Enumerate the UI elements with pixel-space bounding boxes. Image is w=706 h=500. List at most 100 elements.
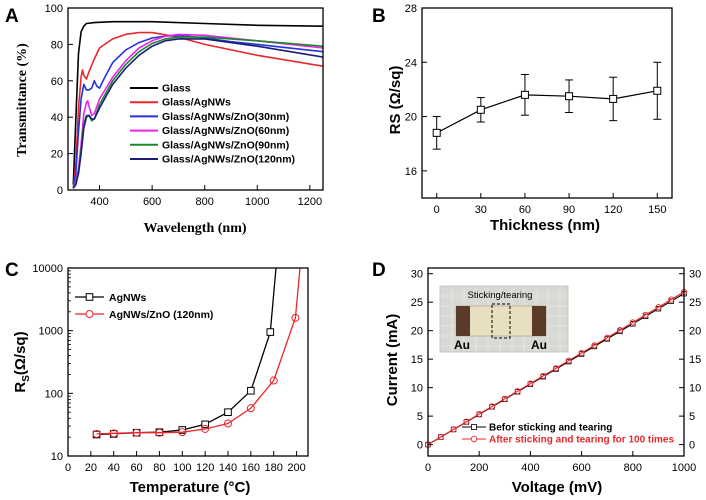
panel-d-x-tick-label: 200: [470, 462, 488, 474]
panel-d-data-point-1: [552, 365, 560, 372]
inset-tearing-region: [491, 303, 511, 339]
panel-b-data-point: [432, 128, 441, 137]
panel-d-y-tick-label: 20: [411, 326, 423, 338]
panel-d-x-tick-label: 800: [624, 462, 642, 474]
panel-a-series-line-0: [72, 20, 323, 185]
panel-c-data-point-1: [269, 376, 278, 385]
panel-d-data-point-1: [540, 372, 547, 379]
inset-left-label: Au: [454, 338, 470, 352]
panel-c-data-point-1: [132, 428, 141, 437]
panel-d-data-point-1: [476, 411, 483, 418]
panel-a-x-tick-label: 400: [90, 196, 108, 208]
panel-d-y-tick-label: 25: [411, 297, 423, 309]
panel-d-y2-tick-label: 15: [689, 354, 701, 366]
panel-c-data-point-0: [266, 328, 275, 336]
panel-d-data-point-1: [604, 334, 611, 341]
panel-a-legend-label-1: Glass/AgNWs: [162, 97, 231, 109]
panel-b-data-point: [565, 92, 574, 101]
panel-a-legend-label-0: Glass: [162, 83, 191, 95]
panel-c-data-point-1: [155, 428, 164, 437]
panel-a-y-tick-label: 20: [51, 149, 63, 161]
panel-a-legend-label-5: Glass/AgNWs/ZnO(120nm): [162, 154, 295, 166]
panel-c-data-point-1: [92, 429, 101, 438]
panel-d-data-point-1: [450, 426, 457, 433]
panel-d-x-title: Voltage (mV): [512, 479, 603, 496]
panel-b-series-line: [436, 90, 658, 134]
panel-b-x-tick-label: 60: [519, 204, 531, 216]
panel-d-data-point-1: [463, 418, 470, 425]
panel-a-x-tick-label: 800: [196, 196, 214, 208]
panel-c-x-tick-label: 100: [173, 462, 191, 474]
panel-c-legend-label-1: AgNWs/ZnO (120nm): [109, 309, 213, 321]
panel-d-legend-label-0: Befor sticking and tearing: [489, 423, 612, 434]
panel-b-letter: B: [372, 6, 386, 27]
panel-c-x-tick-label: 40: [108, 462, 120, 474]
panel-c-legend-marker-1: [85, 310, 94, 318]
panel-c-y-tick-label: 10000: [32, 263, 63, 275]
panel-c-series-line-1: [96, 268, 301, 435]
panel-b-y-tick-label: 20: [405, 112, 417, 124]
panel-d-data-point-1: [578, 349, 585, 357]
panel-c-x-tick-label: 0: [65, 462, 71, 474]
panel-c-data-point-0: [224, 408, 232, 416]
panel-d-legend-marker-0: [471, 424, 477, 430]
panel-d-data-point-1: [514, 388, 521, 395]
panel-d-data-point-1: [501, 395, 508, 402]
panel-b-data-point: [609, 94, 618, 103]
panel-a-x-tick-label: 1000: [245, 196, 269, 208]
panel-c-y-title-main: R: [12, 382, 29, 393]
panel-d-data-point-1: [616, 327, 624, 334]
panel-d-x-tick-label: 1000: [672, 462, 696, 474]
panel-c-x-tick-label: 200: [287, 462, 305, 474]
panel-d-y2-tick-label: 0: [689, 440, 695, 452]
panel-c-y-title-sub: S: [21, 375, 32, 382]
panel-a: A Transmittance (%) Wavelength (nm) 400 6…: [5, 3, 324, 236]
panel-d-y-title: Current (mA): [384, 314, 401, 407]
panel-a-series-line-5: [72, 38, 323, 189]
panel-a-frame: [67, 7, 324, 191]
panel-c-data-point-1: [246, 404, 255, 413]
panel-d-frame: [427, 267, 685, 457]
panel-d-data-point-1: [488, 403, 496, 410]
panel-c-axes: 0 20 40 60 80 100 120 140 160 180 200 10 100 1000 1000…: [32, 263, 305, 474]
panel-a-x-title: Wavelength (nm): [143, 221, 246, 236]
panel-c-plot: [92, 268, 301, 439]
panel-b-x-tick-label: 0: [434, 204, 440, 216]
panel-b-x-tick-label: 90: [563, 204, 575, 216]
panel-d-data-point-1: [655, 304, 662, 311]
panel-d-x-tick-label: 0: [425, 462, 431, 474]
panel-d-y-tick-label: 0: [417, 440, 423, 452]
panel-c-y-tick-label: 10: [51, 451, 63, 463]
panel-b-data-point: [520, 90, 529, 99]
panel-b-axes: 0 30 60 90 120 150 16 20 24 28: [405, 3, 667, 216]
panel-b-x-title: Thickness (nm): [490, 217, 600, 234]
panel-a-legend-label-3: Glass/AgNWs/ZnO(60nm): [162, 125, 289, 137]
panel-a-letter: A: [5, 6, 19, 27]
panel-d: D Current (mA) Voltage (mV) 0 200 400 600 80…: [372, 260, 701, 496]
panel-c-data-point-0: [201, 420, 209, 429]
panel-b-x-tick-label: 150: [648, 204, 666, 216]
panel-c-legend: AgNWs AgNWs/ZnO (120nm): [75, 292, 213, 321]
panel-c-x-title: Temperature (°C): [130, 479, 251, 496]
panel-a-x-tick-label: 1200: [298, 196, 322, 208]
panel-a-legend-label-2: Glass/AgNWs/ZnO(30nm): [162, 111, 289, 123]
panel-c-x-tick-label: 120: [196, 462, 214, 474]
panel-c-data-point-0: [247, 386, 255, 395]
inset-right-electrode: [532, 306, 546, 336]
panel-a-y-tick-label: 40: [51, 112, 63, 124]
panel-a-axes: 400 600 800 1000 1200 0 20 40 60 80 100: [45, 3, 322, 208]
panel-b-y-title: RS (Ω/sq): [387, 66, 404, 135]
panel-a-legend: Glass Glass/AgNWs Glass/AgNWs/ZnO(30nm) Gla…: [130, 83, 295, 166]
panel-c-data-point-1: [291, 313, 300, 322]
panel-b-y-tick-label: 16: [405, 166, 417, 178]
panel-b-frame: [421, 7, 673, 199]
panel-b-plot: [432, 61, 662, 150]
panel-c-legend-label-0: AgNWs: [109, 292, 146, 304]
panel-d-data-point-1: [437, 433, 444, 441]
panel-b-x-tick-label: 120: [604, 204, 622, 216]
panel-d-y2-tick-label: 5: [689, 411, 695, 423]
panel-d-letter: D: [372, 260, 386, 281]
panel-d-legend-label-1: After sticking and tearing for 100 times: [489, 435, 674, 446]
